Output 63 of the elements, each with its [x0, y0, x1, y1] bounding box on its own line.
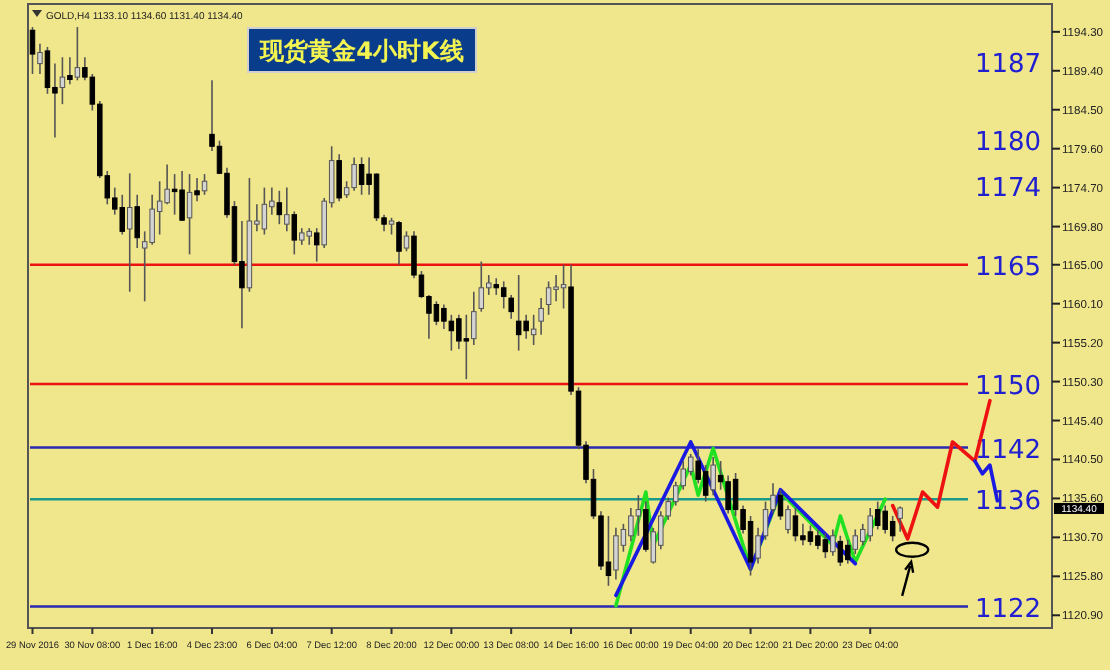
candlestick — [882, 504, 888, 535]
ref-line-label: 1122 — [974, 594, 1042, 625]
candlestick — [67, 56, 73, 86]
candlestick — [403, 230, 410, 253]
candlestick — [119, 193, 125, 236]
line-series — [614, 440, 858, 598]
candlestick — [284, 186, 290, 233]
candlestick — [261, 186, 268, 236]
candlestick — [545, 280, 552, 316]
annotation: 1174 — [974, 174, 1042, 204]
candlestick — [807, 524, 814, 547]
candlestick — [59, 56, 66, 105]
candlestick — [702, 464, 709, 503]
candlestick — [164, 163, 170, 206]
candlestick — [837, 534, 844, 567]
ref-line-label: 1136 — [974, 487, 1042, 518]
candlestick — [897, 505, 903, 533]
candlestick — [373, 172, 380, 222]
candlestick — [276, 190, 283, 225]
ref-line-label: 1150 — [974, 371, 1042, 402]
line-series — [614, 446, 887, 608]
candlestick — [628, 507, 634, 543]
candlestick — [456, 314, 462, 350]
candlestick — [44, 46, 51, 95]
candlestick — [523, 314, 529, 340]
candlestick — [815, 528, 821, 551]
candlestick — [800, 523, 806, 547]
candlestick — [493, 277, 499, 296]
annotation: 1187 — [974, 50, 1042, 80]
candlestick — [747, 515, 754, 577]
candlestick — [874, 500, 881, 531]
candlestick — [186, 173, 193, 256]
candlestick — [171, 173, 178, 216]
candlestick — [785, 504, 791, 535]
candlestick — [74, 26, 81, 82]
candlestick — [867, 507, 873, 543]
candlestick — [792, 507, 799, 543]
candlestick — [126, 172, 133, 293]
candlestick — [553, 274, 559, 303]
candlestick — [605, 515, 612, 587]
candlestick — [351, 156, 357, 192]
ref-line-label: 1165 — [974, 252, 1042, 283]
candlestick — [830, 528, 836, 557]
candlestick — [515, 274, 522, 352]
candlestick — [396, 220, 402, 266]
candlestick — [613, 527, 619, 581]
candlestick — [358, 156, 365, 196]
candlestick — [433, 300, 440, 326]
candlestick — [149, 193, 155, 246]
ref-line-label: 1142 — [974, 435, 1042, 466]
text: 现货黄金4小时K线 — [258, 37, 464, 65]
candlestick — [37, 42, 43, 75]
candlestick — [710, 456, 716, 497]
candlestick — [441, 303, 447, 330]
candlestick — [635, 494, 642, 537]
candlestick — [560, 263, 567, 310]
candlestick — [538, 297, 544, 336]
candlestick — [463, 314, 470, 380]
annotation: 1180 — [974, 128, 1042, 158]
candlestick — [822, 532, 829, 559]
candlestick — [725, 474, 731, 515]
candlestick — [179, 170, 185, 222]
candlestick — [336, 153, 342, 202]
